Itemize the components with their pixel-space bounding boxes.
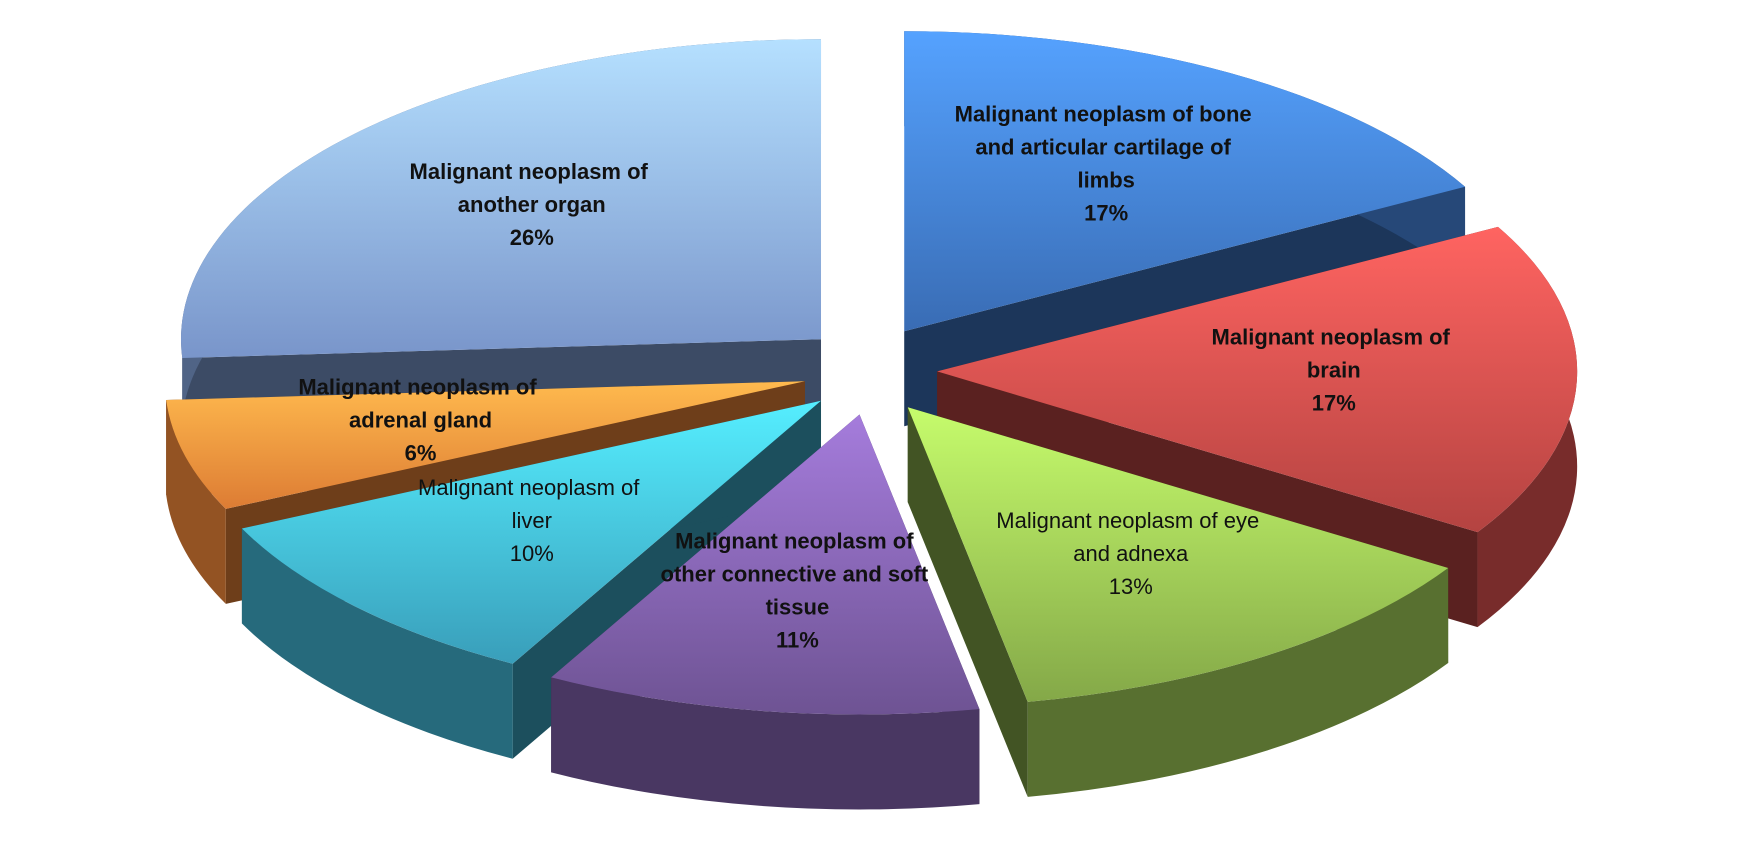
slice-top	[937, 226, 1578, 533]
slice	[551, 414, 980, 810]
slice-top	[907, 407, 1449, 702]
slice-top	[241, 400, 822, 664]
slice-value-label: 13%	[1109, 574, 1153, 599]
slice-side	[551, 677, 980, 810]
slice-label: Malignant neoplasm of other connective a…	[661, 529, 935, 620]
slice-top	[551, 414, 980, 715]
slice-value-label: 11%	[776, 628, 819, 653]
slice-value-label: 26%	[510, 225, 554, 250]
slice-top	[181, 39, 822, 359]
slice-label: Malignant neoplasm of bone and articular…	[955, 102, 1258, 193]
slice-top	[166, 381, 805, 509]
slice-label: Malignant neoplasm of eye and adnexa	[996, 508, 1265, 566]
slice-label: Malignant neoplasm of brain	[1212, 324, 1456, 382]
slice	[907, 407, 1449, 797]
slice-label: Malignant neoplasm of another organ	[410, 159, 654, 217]
slice-label: Malignant neoplasm of liver	[418, 475, 645, 533]
slice-value-label: 6%	[405, 440, 437, 465]
slice-wall	[907, 407, 1028, 797]
slice-side	[1027, 567, 1449, 797]
slice-side	[241, 528, 513, 759]
slice-side	[166, 400, 226, 604]
slice-top	[904, 31, 1466, 332]
slice-label: Malignant neoplasm of adrenal gland	[298, 374, 542, 432]
slice-value-label: 17%	[1084, 201, 1128, 226]
slice-value-label: 10%	[510, 541, 554, 566]
slice-value-label: 17%	[1312, 390, 1356, 415]
